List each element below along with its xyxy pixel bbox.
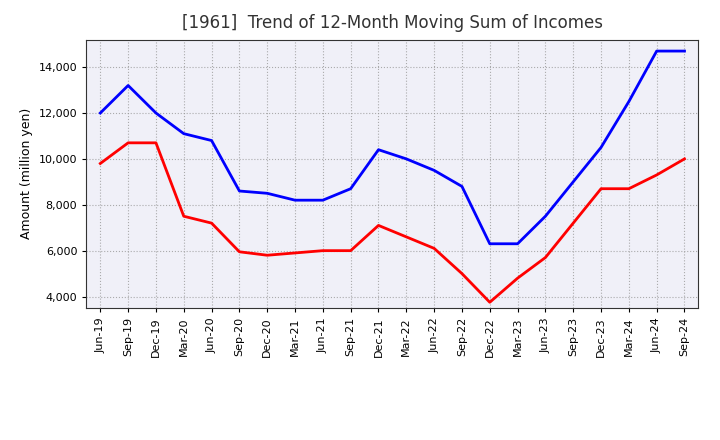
Ordinary Income [346,186,355,191]
Ordinary Income [458,184,467,189]
Net Income [96,161,104,166]
Ordinary Income [263,191,271,196]
Net Income [458,271,467,276]
Ordinary Income [374,147,383,152]
Ordinary Income [179,131,188,136]
Ordinary Income [680,48,689,54]
Net Income [597,186,606,191]
Net Income [569,220,577,226]
Ordinary Income [124,83,132,88]
Ordinary Income [402,156,410,161]
Ordinary Income [152,110,161,116]
Net Income [152,140,161,146]
Ordinary Income [513,241,522,246]
Ordinary Income [207,138,216,143]
Ordinary Income [291,198,300,203]
Ordinary Income [652,48,661,54]
Net Income [374,223,383,228]
Net Income [680,156,689,161]
Y-axis label: Amount (million yen): Amount (million yen) [20,108,33,239]
Ordinary Income [541,213,550,219]
Ordinary Income [624,99,633,104]
Net Income [402,234,410,239]
Net Income [541,255,550,260]
Net Income [207,220,216,226]
Net Income [624,186,633,191]
Title: [1961]  Trend of 12-Month Moving Sum of Incomes: [1961] Trend of 12-Month Moving Sum of I… [182,15,603,33]
Ordinary Income [430,168,438,173]
Ordinary Income [235,188,243,194]
Net Income [263,253,271,258]
Ordinary Income [569,179,577,184]
Net Income [235,249,243,254]
Net Income [652,172,661,178]
Net Income [430,246,438,251]
Ordinary Income [597,145,606,150]
Line: Net Income: Net Income [100,143,685,302]
Line: Ordinary Income: Ordinary Income [100,51,685,244]
Ordinary Income [485,241,494,246]
Net Income [513,275,522,281]
Ordinary Income [96,110,104,116]
Net Income [179,213,188,219]
Net Income [291,250,300,256]
Net Income [318,248,327,253]
Net Income [485,300,494,305]
Ordinary Income [318,198,327,203]
Net Income [124,140,132,146]
Net Income [346,248,355,253]
